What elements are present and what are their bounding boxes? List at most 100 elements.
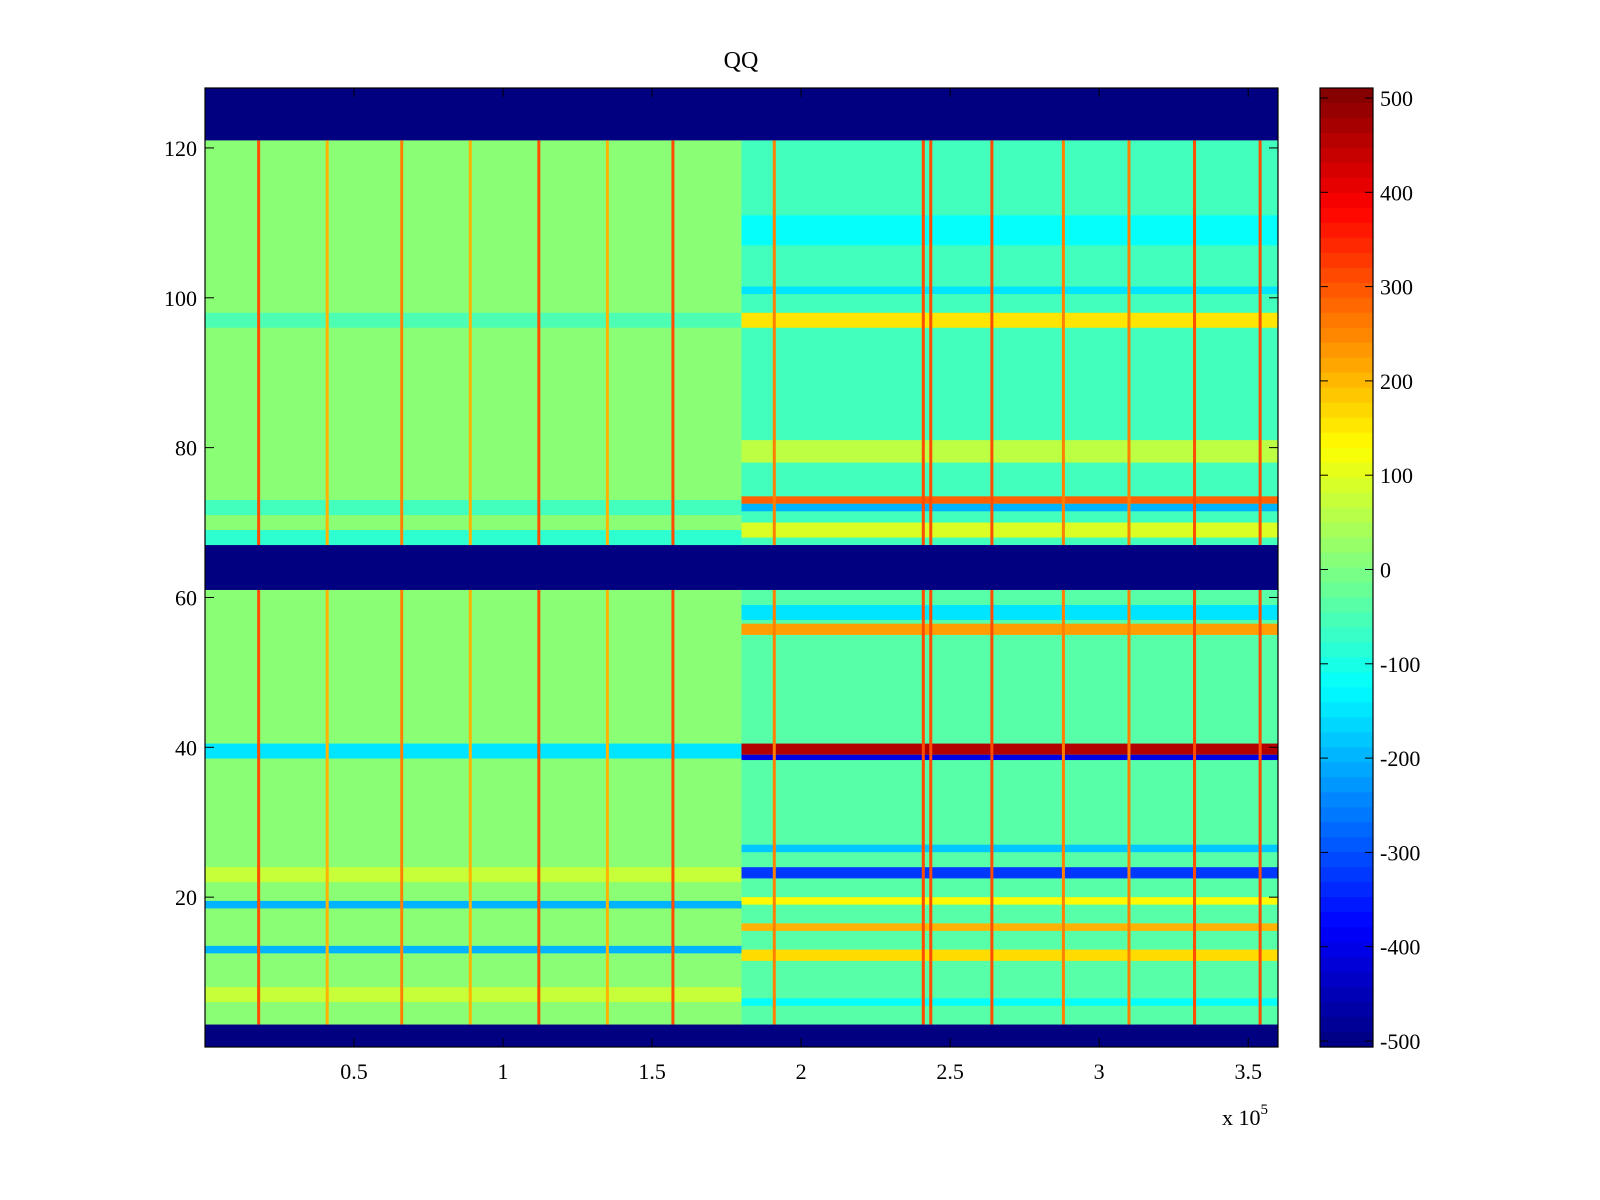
heatmap-spike <box>605 589 609 1025</box>
colorbar-swatch <box>1320 132 1373 149</box>
x-tick-label: 3 <box>1094 1059 1105 1084</box>
y-tick-label: 60 <box>175 585 197 610</box>
colorbar-swatch <box>1320 88 1373 104</box>
y-axis: 20 40 60 80 100 120 <box>164 136 1278 910</box>
colorbar-swatch <box>1320 1017 1373 1033</box>
colorbar-tick-label: -200 <box>1380 746 1420 771</box>
heatmap-spike <box>1127 589 1131 1025</box>
heatmap-spike <box>921 140 925 546</box>
colorbar-swatch <box>1320 807 1373 823</box>
colorbar-swatch <box>1320 777 1373 793</box>
colorbar-swatch <box>1320 267 1373 284</box>
colorbar-swatch <box>1320 312 1373 329</box>
heatmap-band <box>205 945 742 954</box>
y-tick-label: 40 <box>175 735 197 760</box>
heatmap-band <box>205 500 742 516</box>
colorbar-swatch <box>1320 657 1373 673</box>
y-tick-label: 20 <box>175 885 197 910</box>
y-tick-label: 80 <box>175 436 197 461</box>
x-multiplier-label: x 105 <box>1222 1102 1268 1130</box>
colorbar-axis: 500 400 300 200 100 0 -100 -200 -300 -400 -500 <box>1320 86 1420 1054</box>
colorbar-swatch <box>1320 852 1373 868</box>
colorbar <box>1320 88 1373 1048</box>
heatmap-spike <box>468 140 472 546</box>
colorbar-swatch <box>1320 1002 1373 1018</box>
colorbar-swatch <box>1320 717 1373 733</box>
colorbar-swatch <box>1320 822 1373 838</box>
colorbar-swatch <box>1320 957 1373 973</box>
heatmap-band <box>741 503 1278 512</box>
colorbar-swatch <box>1320 117 1373 134</box>
colorbar-tick-label: -100 <box>1380 652 1420 677</box>
colorbar-swatch <box>1320 627 1373 644</box>
colorbar-swatch <box>1320 402 1373 419</box>
heatmap-band <box>205 530 742 546</box>
heatmap-spike <box>400 140 404 546</box>
chart-title: QQ <box>724 48 759 74</box>
colorbar-swatch <box>1320 507 1373 524</box>
colorbar-swatch <box>1320 762 1373 778</box>
colorbar-swatch <box>1320 297 1373 314</box>
heatmap-band <box>205 987 742 1003</box>
colorbar-swatch <box>1320 222 1373 239</box>
heatmap-spike <box>257 589 261 1025</box>
colorbar-swatch <box>1320 447 1373 464</box>
colorbar-swatch <box>1320 597 1373 614</box>
x-multiplier-base: x 10 <box>1222 1105 1261 1130</box>
heatmap-band <box>741 867 1278 879</box>
colorbar-tick-label: -400 <box>1380 935 1420 960</box>
heatmap-band <box>741 286 1278 295</box>
heatmap-spike <box>671 589 675 1025</box>
colorbar-swatch <box>1320 462 1373 479</box>
heatmap-band <box>205 312 742 328</box>
colorbar-swatch <box>1320 1032 1373 1048</box>
heatmap-spike <box>1193 140 1197 546</box>
colorbar-swatch <box>1320 207 1373 224</box>
heatmap-spike <box>929 140 933 546</box>
heatmap-band <box>205 867 742 883</box>
colorbar-swatch <box>1320 147 1373 164</box>
colorbar-swatch <box>1320 612 1373 629</box>
heatmap-spike <box>1127 140 1131 546</box>
colorbar-tick-label: 300 <box>1380 275 1413 300</box>
heatmap-spike <box>1193 589 1197 1025</box>
heatmap-band <box>205 900 742 909</box>
colorbar-swatch <box>1320 912 1373 928</box>
colorbar-swatch <box>1320 177 1373 194</box>
colorbar-swatch <box>1320 927 1373 943</box>
colorbar-swatch <box>1320 477 1373 494</box>
heatmap-spike <box>1258 589 1262 1025</box>
heatmap-band <box>205 743 742 759</box>
heatmap-band <box>741 897 1278 905</box>
colorbar-tick-label: 100 <box>1380 463 1413 488</box>
colorbar-swatch <box>1320 837 1373 853</box>
colorbar-swatch <box>1320 672 1373 688</box>
heatmap-image <box>205 88 1278 1047</box>
heatmap-band <box>741 312 1278 328</box>
colorbar-swatch <box>1320 537 1373 554</box>
colorbar-swatch <box>1320 552 1373 569</box>
x-tick-label: 2.5 <box>936 1059 964 1084</box>
colorbar-swatch <box>1320 192 1373 209</box>
colorbar-swatch <box>1320 282 1373 299</box>
y-tick-label: 100 <box>164 286 197 311</box>
heatmap-band <box>741 754 1278 761</box>
heatmap-spike <box>325 589 329 1025</box>
heatmap-region <box>205 88 1278 141</box>
x-tick-label: 3.5 <box>1234 1059 1262 1084</box>
heatmap-region <box>741 140 1278 546</box>
heatmap-band <box>741 844 1278 853</box>
colorbar-swatch <box>1320 252 1373 269</box>
heatmap-band <box>741 604 1278 620</box>
x-tick-label: 1.5 <box>638 1059 666 1084</box>
colorbar-swatch <box>1320 492 1373 509</box>
heatmap-spike <box>605 140 609 546</box>
heatmap-spike <box>400 589 404 1025</box>
heatmap-spike <box>921 589 925 1025</box>
heatmap-spike <box>772 589 776 1025</box>
colorbar-swatch <box>1320 942 1373 958</box>
heatmap-band <box>741 215 1278 246</box>
colorbar-swatch <box>1320 987 1373 1003</box>
colorbar-swatch <box>1320 687 1373 703</box>
colorbar-swatch <box>1320 417 1373 434</box>
